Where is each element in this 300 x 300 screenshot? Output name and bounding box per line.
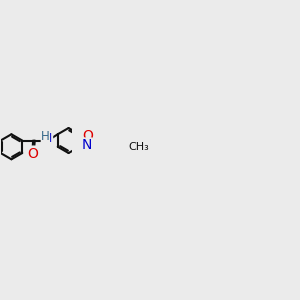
Text: O: O xyxy=(28,147,38,160)
Text: N: N xyxy=(43,132,52,145)
Text: O: O xyxy=(82,129,93,143)
Text: N: N xyxy=(81,138,92,152)
Text: H: H xyxy=(41,130,50,143)
Text: CH₃: CH₃ xyxy=(128,142,149,152)
